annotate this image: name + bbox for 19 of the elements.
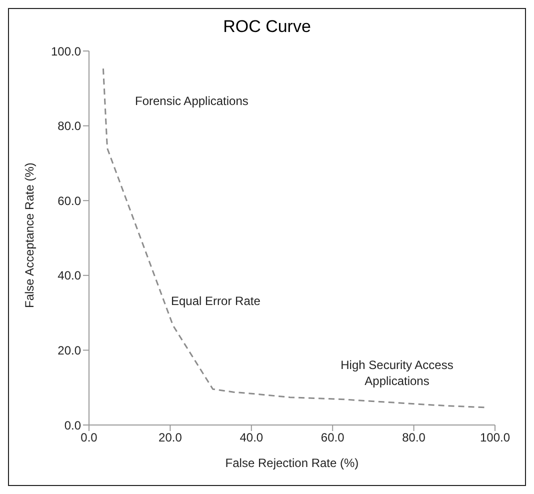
x-tick-label: 80.0	[402, 430, 426, 445]
chart-title: ROC Curve	[222, 16, 312, 38]
y-tick-label: 80.0	[58, 119, 82, 134]
y-tick-label: 40.0	[58, 268, 82, 283]
y-tick-label: 20.0	[58, 343, 82, 358]
x-tick-label: 100.0	[480, 430, 510, 445]
annotation: High Security Access Applications	[340, 357, 454, 389]
x-tick-label: 20.0	[158, 430, 182, 445]
line-series	[102, 68, 486, 408]
x-tick-label: 40.0	[240, 430, 264, 445]
x-tick-label: 60.0	[320, 430, 345, 445]
y-tick-label: 60.0	[58, 194, 82, 208]
x-tick-label: 0.0	[80, 430, 98, 445]
y-tick-label: 100.0	[50, 44, 82, 58]
y-axis-title: False Acceptance Rate (%)	[22, 162, 36, 308]
y-tick-label: 0.0	[64, 418, 82, 432]
annotation: Equal Error Rate	[171, 293, 260, 309]
annotation: Forensic Applications	[135, 93, 248, 109]
x-axis-title: False Rejection Rate (%)	[225, 456, 359, 470]
